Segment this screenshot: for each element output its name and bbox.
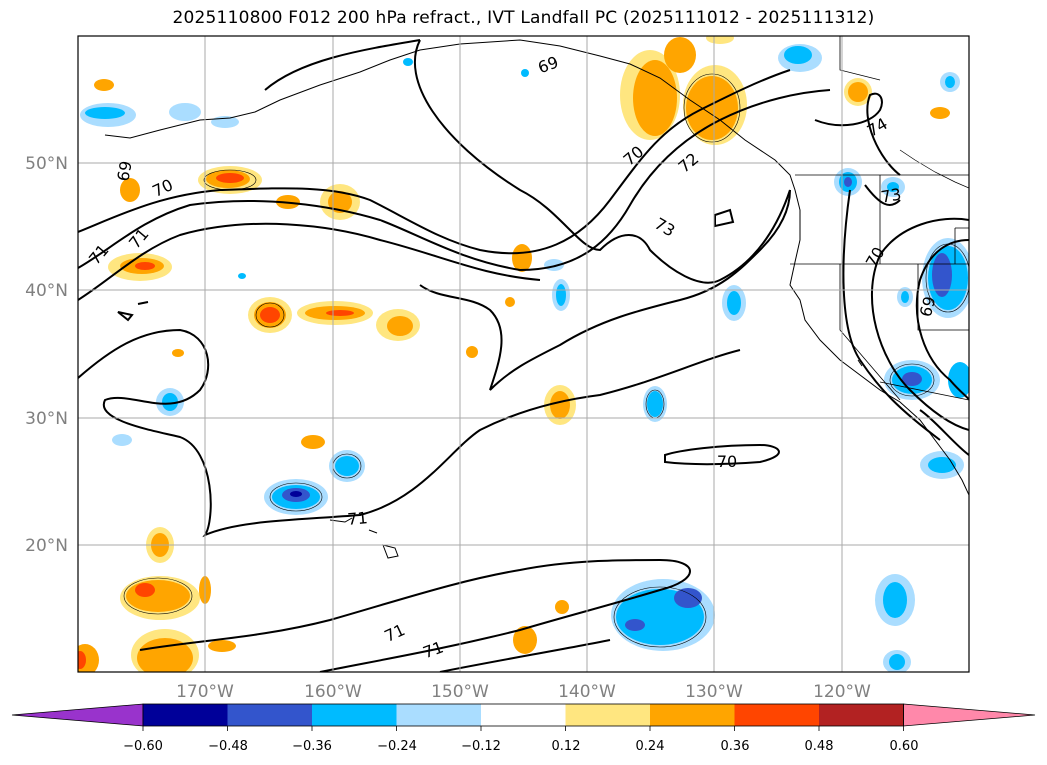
colorbar-segment xyxy=(312,704,397,726)
lat-label: 20°N xyxy=(25,536,68,556)
colorbar-extension-high xyxy=(903,703,1036,727)
lon-label: 170°W xyxy=(176,682,234,702)
colorbar-tick-label: 0.48 xyxy=(805,739,834,754)
positive-anomaly-fills xyxy=(78,36,950,672)
coastlines xyxy=(104,39,969,559)
political-borders xyxy=(790,36,969,401)
colorbar-tick-label: −0.24 xyxy=(377,739,417,754)
colorbar-tick-label: 0.36 xyxy=(721,739,750,754)
lat-label: 30°N xyxy=(25,409,68,429)
contour-label: 73 xyxy=(879,184,902,206)
colorbar-segment xyxy=(565,704,651,726)
colorbar-tick-label: 0.12 xyxy=(552,739,581,754)
lon-label: 140°W xyxy=(558,682,616,702)
colorbar-tick-label: −0.12 xyxy=(461,739,501,754)
longitude-labels: 170°W 160°W 150°W 140°W 130°W 120°W xyxy=(176,682,871,702)
lon-label: 120°W xyxy=(813,682,871,702)
colorbar-extension-low xyxy=(11,703,144,727)
colorbar-segment xyxy=(396,704,482,726)
negative-anomaly-fills xyxy=(80,44,969,672)
colorbar-segment xyxy=(734,704,820,726)
colorbar-segment xyxy=(819,704,904,726)
gridlines xyxy=(78,36,969,672)
lon-label: 160°W xyxy=(304,682,362,702)
contour-label: 70 xyxy=(717,452,737,471)
colorbar-tick-label: −0.60 xyxy=(123,739,163,754)
colorbar-tick-label: −0.36 xyxy=(292,739,332,754)
map-frame xyxy=(77,35,970,673)
contour-label: 71 xyxy=(347,508,369,529)
colorbar xyxy=(11,703,1036,731)
colorbar-segment xyxy=(650,704,735,726)
plot-title: 2025110800 F012 200 hPa refract., IVT La… xyxy=(172,8,875,28)
colorbar-labels: −0.60 −0.48 −0.36 −0.24 −0.12 0.12 0.24 … xyxy=(123,739,918,754)
colorbar-segment xyxy=(227,704,313,726)
map-area xyxy=(78,36,969,672)
colorbar-segment xyxy=(143,704,228,726)
latitude-labels: 50°N 40°N 30°N 20°N xyxy=(25,154,68,556)
refractivity-contours xyxy=(78,39,969,672)
lon-label: 150°W xyxy=(431,682,489,702)
colorbar-tick-label: 0.60 xyxy=(890,739,919,754)
colorbar-tick-label: 0.24 xyxy=(636,739,665,754)
lon-label: 130°W xyxy=(685,682,743,702)
colorbar-frame xyxy=(142,703,904,727)
lat-label: 40°N xyxy=(25,281,68,301)
lat-label: 50°N xyxy=(25,154,68,174)
contour-label: 69 xyxy=(113,159,135,182)
colorbar-segment xyxy=(481,704,566,726)
colorbar-tick-label: −0.48 xyxy=(208,739,248,754)
contour-label: 69 xyxy=(916,294,940,319)
